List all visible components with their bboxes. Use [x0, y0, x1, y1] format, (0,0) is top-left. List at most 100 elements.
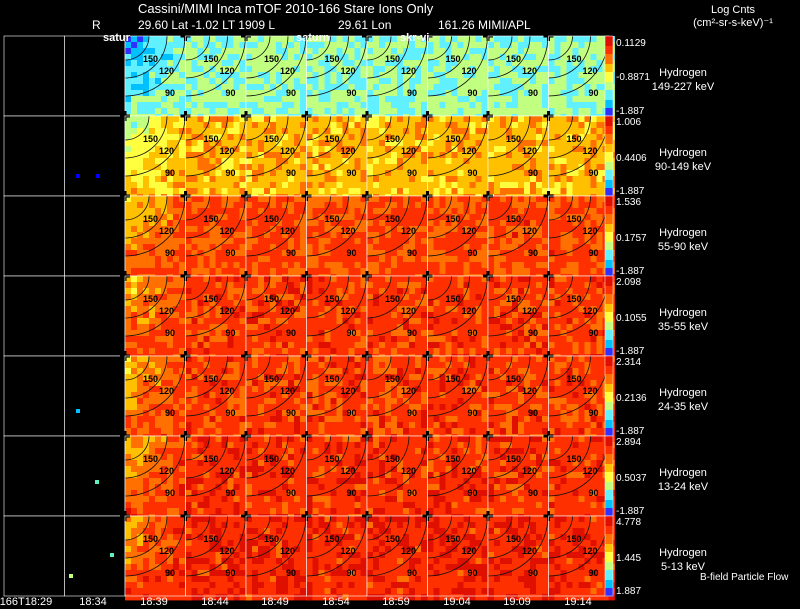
heatmap-pixel — [445, 214, 452, 221]
empty-panel — [3, 275, 65, 357]
heatmap-pixel — [203, 116, 210, 123]
heatmap-pixel — [300, 294, 307, 301]
heatmap-pixel — [409, 66, 416, 73]
heatmap-pixel — [457, 140, 464, 147]
heatmap-pixel — [469, 48, 476, 55]
heatmap-pixel — [433, 128, 440, 135]
heatmap-pixel — [306, 256, 313, 263]
heatmap-pixel — [294, 116, 301, 123]
heatmap-panel — [367, 36, 434, 121]
heatmap-pixel — [572, 78, 579, 85]
heatmap-pixel — [542, 250, 549, 257]
colorbar-segment — [605, 82, 613, 85]
heatmap-pixel — [197, 122, 204, 129]
heatmap-pixel — [360, 78, 367, 85]
heatmap-pixel — [336, 60, 343, 67]
contour-arc — [366, 115, 428, 177]
heatmap-pixel — [221, 152, 228, 159]
heatmap-pixel — [409, 42, 416, 49]
heatmap-pixel — [276, 348, 283, 355]
heatmap-pixel — [239, 122, 246, 129]
heatmap-pixel — [191, 244, 198, 251]
heatmap-pixel — [596, 78, 603, 85]
heatmap-pixel — [221, 170, 228, 177]
heatmap-pixel — [469, 288, 476, 295]
heatmap-pixel — [336, 36, 343, 43]
heatmap-pixel — [530, 84, 537, 91]
heatmap-pixel — [518, 238, 525, 245]
heatmap-pixel — [427, 294, 434, 301]
heatmap-pixel — [246, 300, 253, 307]
heatmap-pixel — [475, 182, 482, 189]
heatmap-pixel — [512, 84, 519, 91]
heatmap-pixel — [542, 60, 549, 67]
heatmap-pixel — [373, 72, 380, 79]
heatmap-pixel — [252, 182, 259, 189]
heatmap-panel — [306, 196, 373, 281]
heatmap-pixel — [312, 342, 319, 349]
heatmap-pixel — [258, 202, 265, 209]
heatmap-pixel — [566, 66, 573, 73]
heatmap-pixel — [572, 238, 579, 245]
heatmap-pixel — [288, 318, 295, 325]
heatmap-pixel — [481, 324, 488, 331]
heatmap-pixel — [457, 60, 464, 67]
heatmap-pixel — [415, 188, 422, 195]
heatmap-pixel — [131, 232, 138, 239]
heatmap-pixel — [233, 294, 240, 301]
colorbar-segment — [605, 226, 613, 229]
heatmap-pixel — [584, 170, 591, 177]
heatmap-pixel — [324, 158, 331, 165]
heatmap-pixel — [481, 78, 488, 85]
heatmap-pixel — [264, 116, 271, 123]
colorbar-segment — [605, 86, 613, 89]
heatmap-pixel — [318, 294, 325, 301]
heatmap-pixel — [125, 238, 132, 245]
heatmap-pixel — [367, 48, 374, 55]
heatmap-pixel — [348, 164, 355, 171]
heatmap-pixel — [143, 288, 150, 295]
heatmap-pixel — [324, 300, 331, 307]
heatmap-pixel — [512, 146, 519, 153]
heatmap-pixel — [385, 336, 392, 343]
heatmap-pixel — [463, 312, 470, 319]
heatmap-pixel — [481, 90, 488, 97]
heatmap-pixel — [318, 226, 325, 233]
heatmap-pixel — [512, 116, 519, 123]
heatmap-pixel — [258, 170, 265, 177]
heatmap-pixel — [282, 36, 289, 43]
heatmap-pixel — [373, 128, 380, 135]
heatmap-pixel — [506, 108, 513, 115]
heatmap-pixel — [330, 196, 337, 203]
heatmap-pixel — [306, 300, 313, 307]
heatmap-pixel — [149, 318, 156, 325]
heatmap-pixel — [227, 42, 234, 49]
heatmap-pixel — [433, 276, 440, 283]
heatmap-pixel — [439, 244, 446, 251]
heatmap-pixel — [548, 96, 555, 103]
heatmap-pixel — [469, 318, 476, 325]
heatmap-pixel — [173, 176, 180, 183]
heatmap-pixel — [572, 188, 579, 195]
heatmap-pixel — [445, 202, 452, 209]
contour-arc — [185, 115, 228, 159]
heatmap-pixel — [155, 330, 162, 337]
heatmap-pixel — [252, 48, 259, 55]
heatmap-pixel — [221, 342, 228, 349]
heatmap-pixel — [397, 116, 404, 123]
heatmap-pixel — [294, 232, 301, 239]
heatmap-pixel — [578, 78, 585, 85]
heatmap-pixel — [143, 268, 150, 275]
heatmap-pixel — [233, 232, 240, 239]
colorbar-segment — [605, 42, 613, 45]
heatmap-pixel — [451, 300, 458, 307]
heatmap-pixel — [143, 226, 150, 233]
heatmap-pixel — [451, 238, 458, 245]
heatmap-pixel — [324, 306, 331, 313]
heatmap-pixel — [403, 96, 410, 103]
heatmap-pixel — [131, 164, 138, 171]
heatmap-pixel — [530, 60, 537, 67]
heatmap-pixel — [252, 244, 259, 251]
heatmap-pixel — [554, 84, 561, 91]
heatmap-pixel — [445, 182, 452, 189]
